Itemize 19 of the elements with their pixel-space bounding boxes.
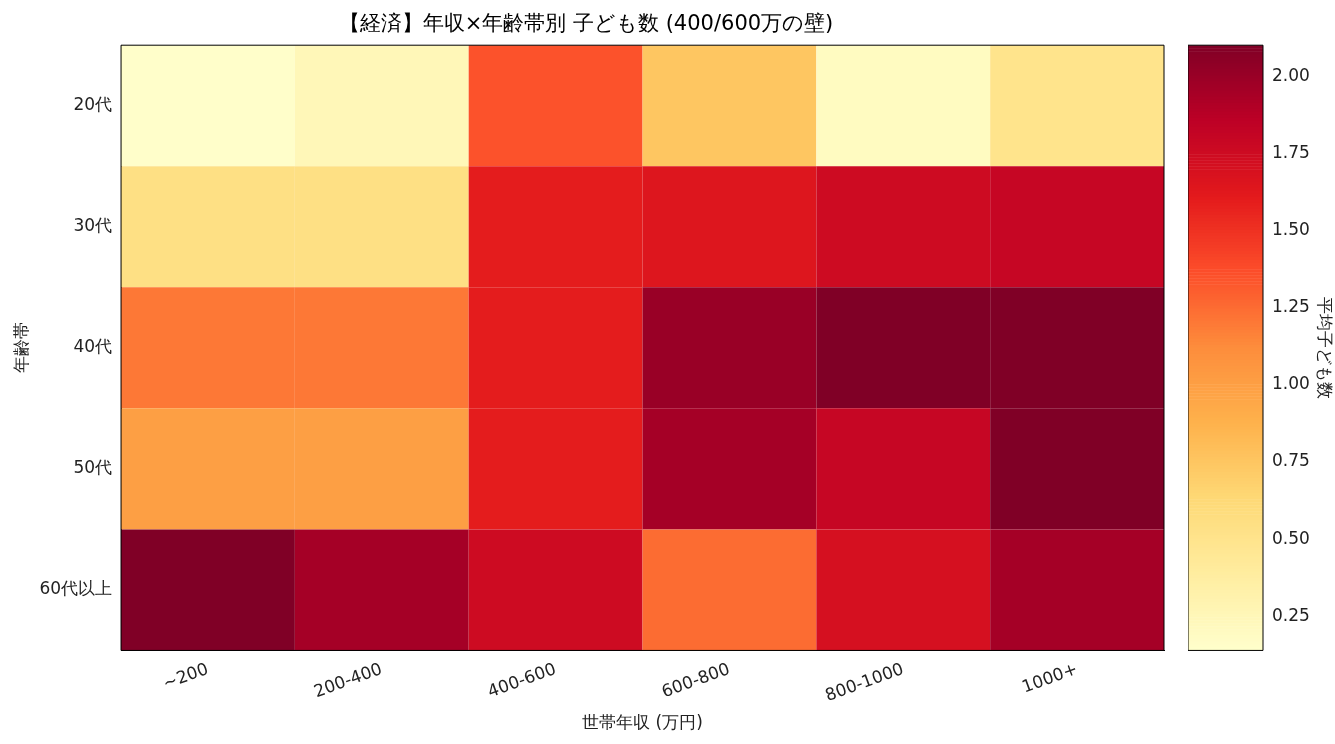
chart-title: 【経済】年収×年齢帯別 子ども数 (400/600万の壁) [338,11,834,36]
color-bar-label: 0.75 [1272,450,1310,471]
x-axis-title: 世帯年収 (万円) [582,712,703,733]
y-tick-label: 50代 [73,457,113,478]
color-bar-label: 1.25 [1272,296,1310,317]
x-tick-label: ~200 [160,658,211,693]
x-tick-label: 1000+ [1019,658,1080,697]
y-axis-title: 年齢帯 [10,322,31,374]
color-bar-label: 1.00 [1272,373,1310,394]
color-bar-label: 0.25 [1272,604,1310,625]
color-bar-label: 2.00 [1272,64,1310,85]
color-bar-label: 0.50 [1272,527,1310,548]
y-tick-label: 30代 [73,215,113,236]
y-tick-label: 40代 [73,336,113,357]
y-tick-label: 60代以上 [39,578,113,599]
color-bar-label: 1.50 [1272,218,1310,239]
y-tick-label: 20代 [73,94,113,115]
color-bar-title: 平均子ども数 [1315,296,1335,399]
color-bar-label: 1.75 [1272,141,1310,162]
